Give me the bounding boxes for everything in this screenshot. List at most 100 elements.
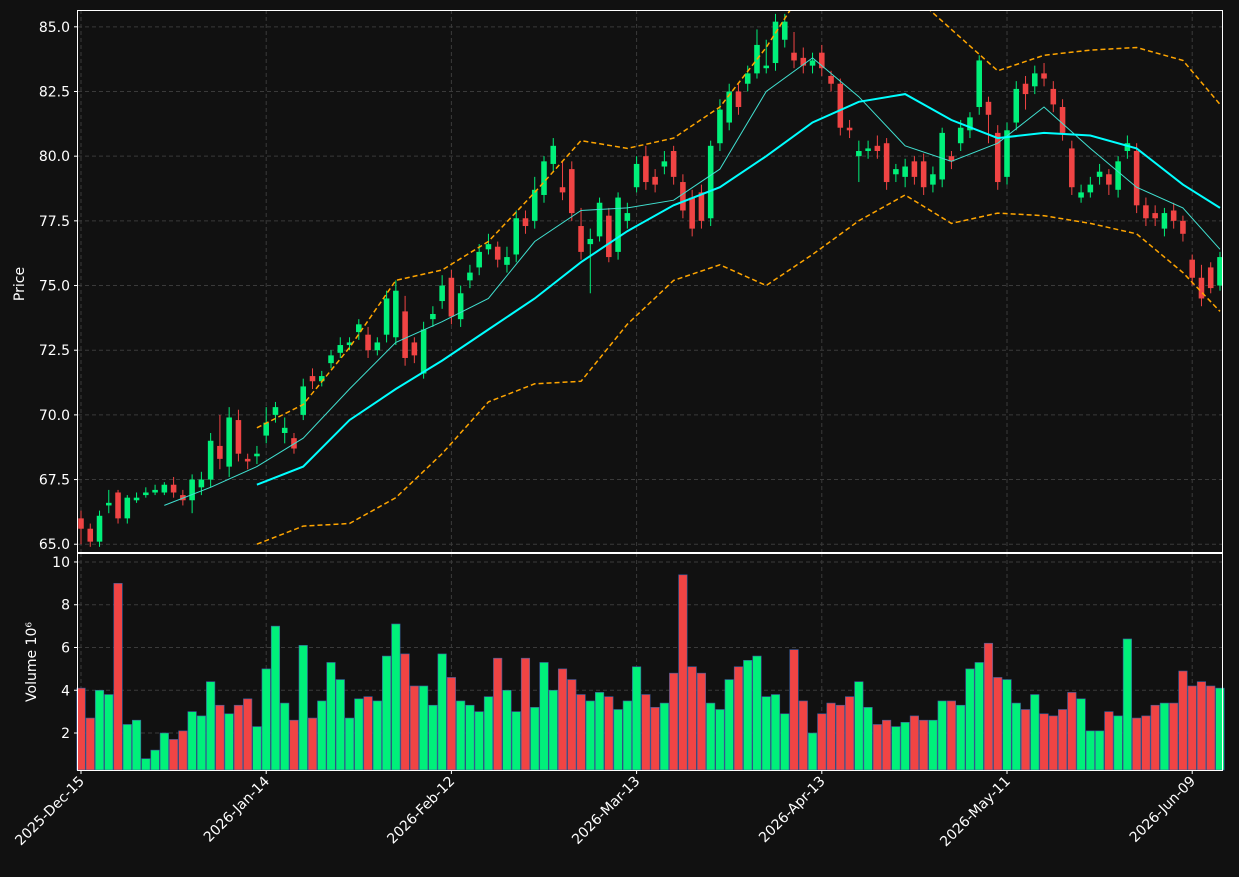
candle-body	[1032, 73, 1038, 87]
volume-bar	[1020, 709, 1031, 771]
candle-body	[828, 75, 834, 84]
volume-bar	[1048, 715, 1058, 771]
volume-bar	[891, 726, 901, 771]
y-tick-label: 85.0	[39, 20, 70, 36]
volume-bar	[993, 677, 1003, 771]
volume-bar	[215, 704, 225, 771]
candle-body	[930, 174, 936, 185]
volume-bar	[835, 704, 845, 771]
volume-bar	[206, 681, 216, 771]
volume-tick-label: 6	[61, 640, 70, 656]
candle-body	[661, 161, 668, 167]
candle-body	[809, 60, 816, 66]
volume-bar	[1206, 685, 1216, 771]
volume-bar	[150, 749, 160, 771]
volume-bar	[817, 713, 827, 771]
volume-bar	[520, 657, 531, 771]
volume-bar	[280, 702, 290, 771]
volume-bar	[632, 666, 642, 771]
volume-bar	[252, 726, 262, 771]
volume-bar	[595, 692, 605, 771]
candle-body	[976, 60, 982, 108]
volume-bar	[548, 689, 558, 771]
volume-bar	[76, 687, 86, 771]
y-tick-label: 80.0	[39, 149, 70, 165]
candle-body	[596, 202, 603, 237]
candle-body	[902, 166, 908, 177]
candle-body	[717, 109, 723, 144]
volume-bar	[141, 758, 151, 771]
volume-bar	[1058, 709, 1068, 771]
candle-body	[698, 192, 705, 221]
volume-bar	[557, 668, 568, 771]
candle-body	[819, 52, 825, 69]
candle-body	[207, 440, 214, 480]
candle-body	[689, 197, 695, 229]
volume-bar	[122, 724, 132, 771]
volume-bar	[261, 668, 271, 771]
volume-bar	[94, 689, 105, 771]
candle-body	[420, 329, 427, 374]
candle-body	[550, 145, 557, 164]
y-tick-label: 75.0	[39, 279, 70, 295]
candle-body	[346, 342, 353, 346]
volume-bar	[1095, 730, 1105, 771]
volume-bar	[1196, 681, 1207, 771]
candle-body	[883, 143, 890, 183]
candle-body	[226, 417, 232, 467]
volume-bar	[752, 655, 762, 771]
candle-body	[115, 492, 121, 519]
candle-body	[254, 453, 260, 457]
volume-bar	[687, 666, 697, 771]
candle-body	[1217, 257, 1223, 286]
candle-body	[161, 484, 168, 493]
volume-bar	[243, 698, 253, 771]
candle-body	[624, 213, 631, 221]
candle-body	[78, 518, 84, 529]
candle-body	[374, 342, 381, 351]
volume-bar	[928, 719, 938, 771]
candle-body	[365, 334, 371, 351]
volume-bar	[1011, 702, 1021, 771]
candle-body	[569, 169, 575, 214]
volume-tick-label: 8	[61, 598, 70, 614]
volume-bar	[326, 662, 336, 771]
volume-bar	[1113, 715, 1123, 771]
candle-body	[920, 161, 927, 188]
volume-axis-label: Volume 10⁶	[24, 622, 40, 702]
candle-body	[124, 497, 131, 519]
volume-bar	[1178, 670, 1188, 771]
candle-body	[402, 311, 408, 358]
volume-bar	[733, 666, 744, 771]
volume-bar	[474, 711, 484, 771]
volume-bar	[178, 730, 188, 771]
candle-body	[170, 484, 177, 493]
candle-body	[1013, 88, 1020, 123]
volume-bar	[965, 668, 975, 771]
candle-body	[383, 298, 390, 335]
candle-body	[272, 407, 279, 415]
candle-body	[328, 355, 334, 364]
volume-bar	[298, 645, 308, 771]
volume-bar	[382, 655, 392, 771]
volume-bar	[798, 700, 808, 771]
candle-body	[1041, 73, 1047, 79]
volume-bar	[1159, 702, 1169, 771]
candle-body	[1207, 267, 1214, 289]
candle-body	[1050, 88, 1057, 105]
volume-bar	[983, 642, 994, 771]
candle-body	[96, 515, 103, 542]
volume-bar	[678, 574, 688, 771]
volume-bar	[1132, 717, 1142, 771]
volume-bar	[539, 662, 549, 771]
candle-body	[846, 127, 853, 131]
volume-bar	[807, 732, 818, 771]
volume-bar	[437, 653, 447, 771]
volume-bar	[307, 717, 318, 771]
candle-body	[541, 161, 547, 195]
candle-body	[393, 290, 399, 338]
volume-bar	[641, 694, 651, 771]
candle-body	[235, 420, 242, 454]
candle-body	[791, 52, 797, 61]
volume-bar	[613, 709, 623, 771]
